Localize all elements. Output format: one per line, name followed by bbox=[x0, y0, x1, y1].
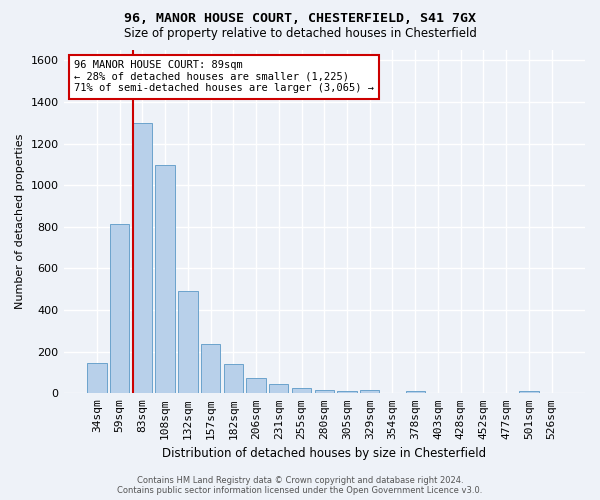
Text: 96, MANOR HOUSE COURT, CHESTERFIELD, S41 7GX: 96, MANOR HOUSE COURT, CHESTERFIELD, S41… bbox=[124, 12, 476, 26]
Bar bbox=[406, 391, 425, 394]
Bar bbox=[155, 166, 175, 394]
Text: Size of property relative to detached houses in Chesterfield: Size of property relative to detached ho… bbox=[124, 28, 476, 40]
Y-axis label: Number of detached properties: Number of detached properties bbox=[15, 134, 25, 310]
Bar bbox=[201, 344, 220, 394]
Bar bbox=[269, 384, 289, 394]
Bar bbox=[133, 123, 152, 394]
X-axis label: Distribution of detached houses by size in Chesterfield: Distribution of detached houses by size … bbox=[162, 447, 487, 460]
Bar bbox=[110, 224, 130, 394]
Bar bbox=[224, 364, 243, 394]
Bar bbox=[360, 390, 379, 394]
Text: 96 MANOR HOUSE COURT: 89sqm
← 28% of detached houses are smaller (1,225)
71% of : 96 MANOR HOUSE COURT: 89sqm ← 28% of det… bbox=[74, 60, 374, 94]
Bar bbox=[314, 390, 334, 394]
Bar bbox=[87, 363, 107, 394]
Bar bbox=[178, 292, 197, 394]
Bar bbox=[337, 391, 356, 394]
Bar bbox=[247, 378, 266, 394]
Bar bbox=[519, 391, 539, 394]
Text: Contains HM Land Registry data © Crown copyright and database right 2024.
Contai: Contains HM Land Registry data © Crown c… bbox=[118, 476, 482, 495]
Bar bbox=[292, 388, 311, 394]
